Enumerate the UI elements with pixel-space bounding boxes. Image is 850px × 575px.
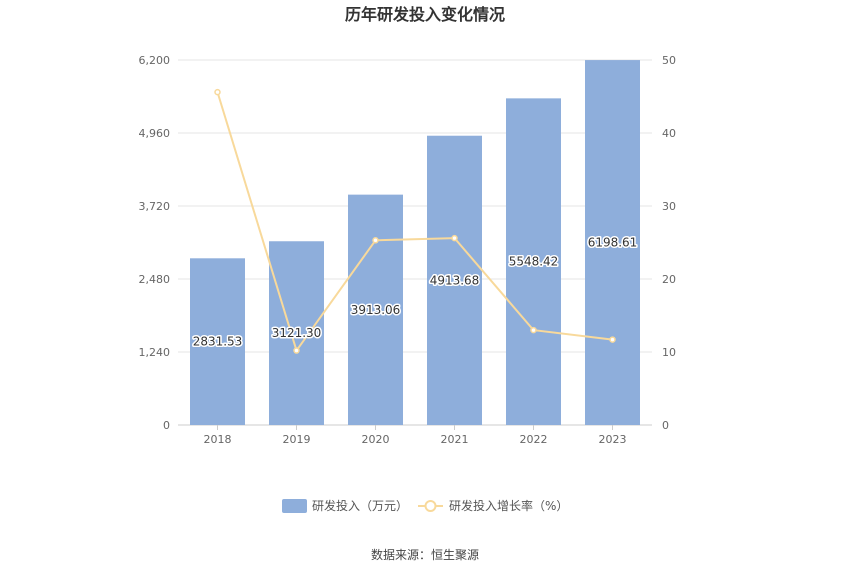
legend-line-label[interactable]: 研发投入增长率（%） xyxy=(449,498,568,513)
growth-rate-point[interactable] xyxy=(214,88,221,96)
bar-data-label: 3121.30 xyxy=(272,326,322,340)
growth-rate-point[interactable] xyxy=(609,336,616,343)
legend-bar-swatch[interactable] xyxy=(282,499,307,513)
x-axis-ticks: 2018 2019 2020 2021 2022 2023 xyxy=(204,425,627,446)
left-axis-tick-label: 0 xyxy=(163,419,170,432)
x-axis-tick-label: 2023 xyxy=(599,433,627,446)
grid-lines xyxy=(178,59,652,426)
growth-rate-point[interactable] xyxy=(530,326,537,334)
left-axis-ticks: 0 1,240 2,480 3,720 4,960 6,200 xyxy=(139,54,171,432)
right-axis-tick-label: 10 xyxy=(662,346,676,359)
left-axis-tick-label: 2,480 xyxy=(139,273,171,286)
bar-data-label: 2831.53 xyxy=(193,335,243,349)
x-axis-tick-label: 2018 xyxy=(204,433,232,446)
bar-data-label: 3913.06 xyxy=(351,303,401,317)
x-axis-tick-label: 2022 xyxy=(520,433,548,446)
bar[interactable] xyxy=(585,60,640,426)
bar-data-label: 6198.61 xyxy=(588,236,638,250)
x-axis-tick-label: 2020 xyxy=(362,433,390,446)
right-axis-tick-label: 20 xyxy=(662,273,676,286)
legend-line-marker[interactable] xyxy=(424,500,437,512)
data-source: 数据来源：恒生聚源 xyxy=(371,547,479,562)
x-axis-tick-label: 2019 xyxy=(283,433,311,446)
growth-rate-line xyxy=(216,91,613,353)
right-axis-tick-label: 50 xyxy=(662,54,676,67)
x-axis-tick-label: 2021 xyxy=(441,433,469,446)
growth-rate-point[interactable] xyxy=(451,234,458,242)
legend-bar-label[interactable]: 研发投入（万元） xyxy=(312,498,408,513)
bar[interactable] xyxy=(190,258,245,425)
bar-data-label: 4913.68 xyxy=(430,273,480,287)
right-axis-ticks: 0 10 20 30 40 50 xyxy=(662,54,676,432)
bar[interactable] xyxy=(348,194,403,425)
left-axis-tick-label: 6,200 xyxy=(139,54,171,67)
left-axis-tick-label: 4,960 xyxy=(139,127,171,140)
right-axis-tick-label: 30 xyxy=(662,200,676,213)
bar-data-labels: 2831.53 3121.30 3913.06 4913.68 5548.42 6198.… xyxy=(191,234,639,350)
legend[interactable]: 研发投入（万元） 研发投入增长率（%） xyxy=(282,498,568,513)
bar[interactable] xyxy=(427,135,482,425)
chart-title: 历年研发投入变化情况 xyxy=(345,5,505,24)
left-axis-tick-label: 1,240 xyxy=(139,346,171,359)
bar-series xyxy=(190,60,640,426)
left-axis-tick-label: 3,720 xyxy=(139,200,171,213)
bar[interactable] xyxy=(269,241,324,425)
right-axis-tick-label: 40 xyxy=(662,127,676,140)
bar[interactable] xyxy=(506,98,561,426)
growth-rate-point[interactable] xyxy=(372,237,379,244)
line-series xyxy=(214,88,616,354)
growth-rate-point[interactable] xyxy=(293,347,300,354)
right-axis-tick-label: 0 xyxy=(662,419,669,432)
bar-data-label: 5548.42 xyxy=(509,255,559,269)
